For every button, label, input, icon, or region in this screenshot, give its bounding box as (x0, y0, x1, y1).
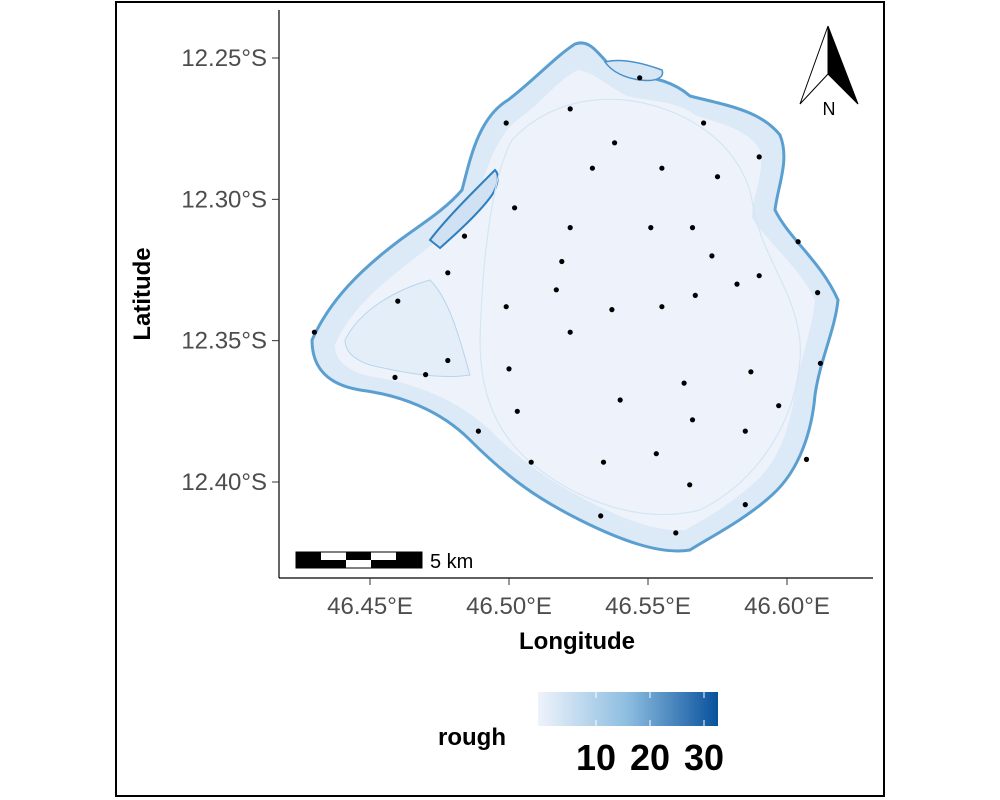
sample-point (734, 281, 740, 287)
y-ticks: 12.25°S 12.30°S 12.35°S 12.40°S (181, 45, 279, 496)
sample-point (598, 513, 604, 519)
north-arrow: N (799, 25, 859, 119)
x-ticks: 46.45°E 46.50°E 46.55°E 46.60°E (327, 578, 830, 620)
legend-tick-label: 20 (630, 737, 670, 778)
sample-point (701, 120, 707, 126)
sample-point (687, 482, 693, 488)
sample-point (659, 165, 665, 171)
scale-bar-seg (296, 560, 321, 568)
sample-point (567, 106, 573, 112)
sample-point (776, 403, 782, 409)
x-tick-label: 46.55°E (605, 593, 691, 620)
scale-bar-seg (346, 552, 371, 560)
scale-bar-label: 5 km (430, 551, 473, 573)
legend-colorbar (538, 692, 718, 726)
sample-point (589, 165, 596, 171)
inner-reef-ring (479, 98, 801, 516)
axes: 46.45°E 46.50°E 46.55°E 46.60°E 12.25°S 12.3… (129, 10, 873, 655)
y-axis-title: Latitude (129, 247, 156, 340)
y-tick-label: 12.30°S (181, 186, 267, 213)
legend: rough 10 20 30 (438, 692, 724, 778)
sample-point (311, 329, 317, 335)
sample-point (503, 120, 509, 126)
legend-tick-label: 30 (684, 737, 724, 778)
sample-point (673, 530, 679, 536)
sample-point (511, 205, 518, 211)
sample-point (617, 397, 623, 403)
north-arrow-left-icon (799, 25, 829, 105)
sample-point (637, 75, 643, 81)
sample-point (567, 329, 573, 335)
north-arrow-right-icon (827, 25, 859, 105)
sample-point (445, 357, 451, 364)
sample-point (742, 428, 748, 434)
sample-point (600, 459, 607, 465)
plot-frame (115, 1, 885, 797)
sample-point (714, 174, 721, 180)
sample-point (392, 374, 398, 380)
north-arrow-label: N (823, 99, 836, 119)
x-tick-label: 46.50°E (466, 593, 552, 620)
scale-bar-seg (371, 560, 396, 568)
sample-point (748, 369, 754, 375)
sample-point (817, 360, 824, 366)
atoll-lagoon (335, 70, 815, 531)
sample-point (553, 287, 559, 293)
scale-bar-seg (296, 552, 321, 560)
sample-points (311, 75, 824, 536)
sample-point (742, 502, 748, 508)
sample-point (756, 154, 762, 160)
sandbank-west (344, 279, 471, 378)
legend-tick-label: 10 (576, 737, 616, 778)
sample-point (689, 225, 696, 231)
x-tick-label: 46.60°E (744, 593, 830, 620)
x-tick-label: 46.45°E (327, 593, 413, 620)
sample-point (445, 270, 451, 276)
sample-point (528, 459, 534, 465)
scale-bar: 5 km (295, 551, 473, 573)
sample-point (506, 366, 512, 372)
y-tick-label: 12.40°S (181, 469, 267, 496)
sample-point (461, 233, 468, 239)
y-tick-label: 12.35°S (181, 328, 267, 355)
sample-point (423, 372, 429, 378)
x-axis-title: Longitude (519, 628, 635, 655)
sample-point (648, 225, 654, 231)
sample-point (503, 304, 509, 310)
sample-point (681, 380, 687, 386)
sample-point (756, 273, 762, 279)
legend-title: rough (438, 724, 506, 751)
sample-point (609, 307, 615, 313)
island-north (603, 59, 664, 82)
sample-point (709, 253, 715, 259)
sample-point (815, 290, 821, 296)
sample-point (514, 408, 520, 414)
sample-point (475, 428, 481, 434)
sample-point (659, 304, 665, 310)
sample-point (692, 292, 698, 298)
y-tick-label: 12.25°S (181, 45, 267, 72)
scale-bar-seg (321, 560, 346, 568)
sample-point (795, 239, 801, 245)
atoll-raster (310, 41, 840, 553)
sample-point (803, 456, 810, 462)
sample-point (612, 140, 618, 146)
sample-point (567, 225, 573, 231)
sample-point (395, 298, 401, 304)
sample-point (653, 451, 659, 457)
sample-point (689, 417, 696, 423)
sample-point (559, 258, 565, 265)
scale-bar-seg (396, 552, 422, 568)
